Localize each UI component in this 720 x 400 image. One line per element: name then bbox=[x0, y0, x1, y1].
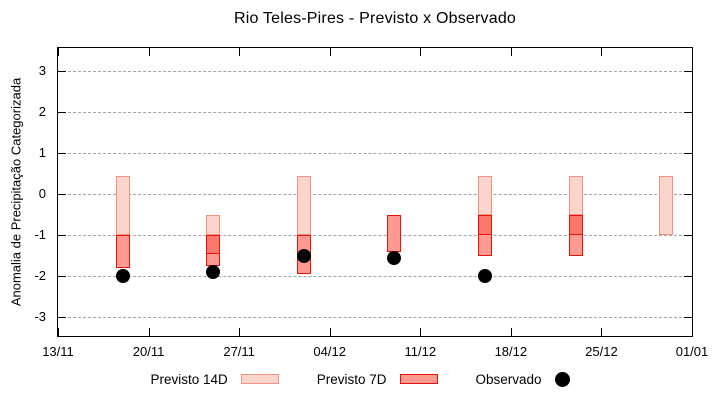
x-tick-label: 13/11 bbox=[42, 344, 74, 359]
y-tick-mark bbox=[58, 70, 66, 72]
x-tick-label: 27/11 bbox=[223, 344, 255, 359]
legend-observed-dot bbox=[554, 371, 570, 387]
forecast-14d-bar bbox=[568, 175, 583, 215]
x-tick-mark bbox=[239, 328, 241, 336]
x-tick-mark bbox=[692, 48, 693, 56]
forecast-14d-bar bbox=[477, 175, 492, 215]
y-tick-mark bbox=[684, 235, 692, 237]
forecast-14d-bar bbox=[296, 175, 311, 236]
gridline bbox=[58, 111, 692, 113]
gridline bbox=[58, 317, 692, 319]
forecast-7d-bar-overlap bbox=[477, 214, 492, 236]
y-tick-mark bbox=[684, 152, 692, 154]
x-tick-mark bbox=[601, 48, 603, 56]
legend-item: Previsto 14D bbox=[150, 371, 279, 387]
x-tick-mark bbox=[692, 328, 693, 336]
y-tick-mark bbox=[58, 194, 66, 196]
x-tick-mark bbox=[329, 48, 331, 56]
gridline bbox=[58, 276, 692, 278]
y-tick-label: -2 bbox=[34, 268, 46, 284]
y-tick-mark bbox=[58, 111, 66, 113]
x-tick-mark bbox=[58, 48, 59, 56]
y-tick-mark bbox=[684, 70, 692, 72]
x-tick-mark bbox=[420, 48, 422, 56]
y-tick-label: 1 bbox=[38, 144, 46, 160]
forecast-7d-bar-overlap bbox=[206, 235, 221, 254]
legend-item: Previsto 7D bbox=[317, 372, 438, 387]
legend-label: Observado bbox=[475, 371, 542, 387]
y-tick-mark bbox=[58, 235, 66, 237]
gridline bbox=[58, 235, 692, 237]
observed-dot bbox=[115, 269, 130, 284]
gridline bbox=[58, 194, 692, 196]
forecast-7d-bar-overlap bbox=[568, 214, 583, 236]
forecast-7d-bar bbox=[115, 235, 130, 269]
observed-dot bbox=[296, 248, 311, 263]
plot-area bbox=[57, 47, 693, 337]
legend-label: Previsto 14D bbox=[150, 371, 228, 387]
y-tick-label: -3 bbox=[34, 309, 46, 325]
observed-dot bbox=[206, 265, 221, 280]
legend-item: Observado bbox=[475, 371, 570, 387]
forecast-14d-bar bbox=[115, 175, 130, 236]
x-tick-mark bbox=[510, 48, 512, 56]
x-tick-mark bbox=[420, 328, 422, 336]
y-tick-label: 3 bbox=[38, 62, 46, 78]
legend-14d-swatch bbox=[240, 374, 279, 384]
x-tick-mark bbox=[148, 48, 150, 56]
observed-dot bbox=[387, 250, 402, 265]
forecast-14d-bar bbox=[206, 214, 221, 236]
chart-title: Rio Teles-Pires - Previsto x Observado bbox=[233, 10, 517, 27]
y-tick-mark bbox=[58, 276, 66, 278]
x-tick-mark bbox=[148, 328, 150, 336]
gridline bbox=[58, 152, 692, 154]
y-tick-mark bbox=[58, 317, 66, 319]
gridline bbox=[58, 70, 692, 72]
x-tick-label: 11/12 bbox=[404, 344, 437, 359]
x-tick-mark bbox=[58, 328, 59, 336]
y-tick-mark bbox=[684, 317, 692, 319]
y-tick-label: -1 bbox=[34, 227, 46, 243]
y-tick-mark bbox=[58, 152, 66, 154]
y-tick-label: 2 bbox=[38, 103, 46, 119]
x-tick-mark bbox=[329, 328, 331, 336]
observed-dot bbox=[477, 269, 492, 284]
x-tick-mark bbox=[601, 328, 603, 336]
forecast-14d-bar bbox=[659, 175, 674, 236]
legend-7d-swatch bbox=[399, 374, 438, 384]
legend-label: Previsto 7D bbox=[316, 371, 387, 387]
x-tick-label: 20/11 bbox=[132, 344, 165, 359]
x-tick-label: 04/12 bbox=[313, 344, 346, 359]
y-tick-label: 0 bbox=[38, 186, 46, 202]
y-tick-mark bbox=[684, 111, 692, 113]
x-tick-mark bbox=[510, 328, 512, 336]
x-tick-label: 18/12 bbox=[494, 344, 528, 359]
legend: Previsto 14D Previsto 7D Observado bbox=[0, 366, 720, 392]
y-tick-mark bbox=[684, 276, 692, 278]
x-tick-label: 25/12 bbox=[585, 344, 618, 359]
y-tick-mark bbox=[684, 194, 692, 196]
x-tick-mark bbox=[239, 48, 241, 56]
x-tick-label: 01/01 bbox=[675, 344, 709, 359]
forecast-7d-bar bbox=[387, 214, 402, 252]
